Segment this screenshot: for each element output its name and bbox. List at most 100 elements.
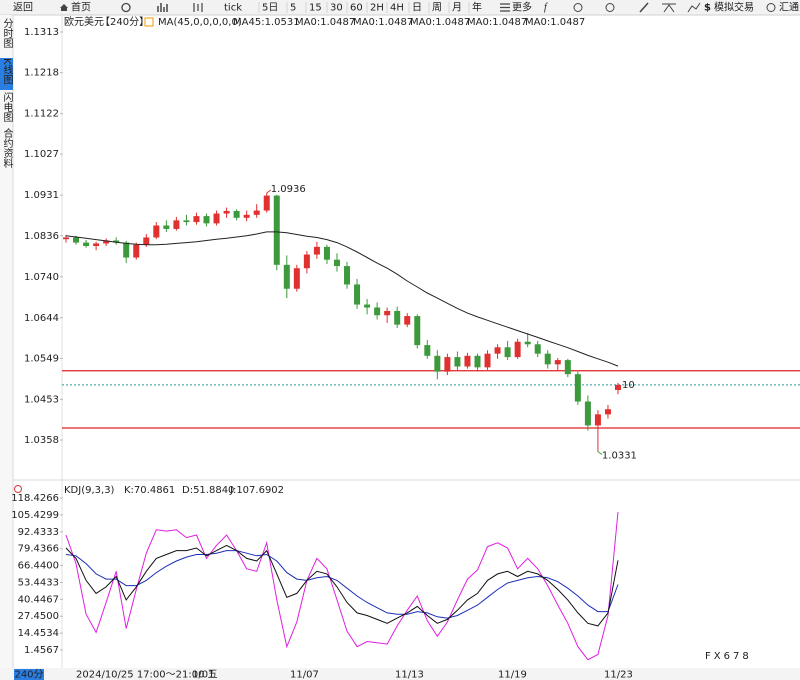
candle-body <box>454 357 461 367</box>
candle-body <box>514 341 521 358</box>
kdj-k-line <box>65 544 619 627</box>
candle-body <box>193 216 200 223</box>
symbol-name: 欧元美元 <box>64 15 104 28</box>
candle-body <box>333 259 340 267</box>
x-tick-label: 11/23 <box>604 670 633 680</box>
y-tick-label: 1.4567 <box>24 645 59 656</box>
shape-icon[interactable] <box>662 3 676 13</box>
candle-body <box>494 347 501 354</box>
zoom-out-icon[interactable] <box>573 3 583 12</box>
toolbar <box>0 0 800 15</box>
dollar-icon: $ <box>704 3 711 14</box>
candle-body <box>223 210 230 214</box>
candle-body <box>524 341 531 345</box>
candle-body <box>73 237 80 243</box>
kdj-k-value: K:70.4861 <box>124 485 175 496</box>
period-button[interactable]: 5日 <box>262 3 278 14</box>
more-button[interactable]: 更多 <box>512 1 532 14</box>
x-tick-label: 11/13 <box>395 670 424 680</box>
candle-body <box>243 214 250 218</box>
ma45-value: MA45:1.0531 <box>233 17 300 28</box>
candle-body <box>113 240 120 243</box>
y-tick-label: 118.4266 <box>11 493 59 504</box>
candle-body <box>233 210 240 218</box>
y-tick-label: 1.0644 <box>24 313 59 324</box>
period-button[interactable]: 5 <box>290 3 296 14</box>
y-tick-label: 1.0931 <box>24 190 59 201</box>
draw-icon[interactable] <box>639 2 649 13</box>
sidebar-tab[interactable]: 闪电图 <box>1 91 13 123</box>
candle-body <box>424 345 431 356</box>
y-tick-label: 1.1218 <box>24 68 59 79</box>
bottom-bar <box>0 668 800 680</box>
period-button[interactable]: 2H <box>370 3 384 14</box>
period-label: 【240分】 <box>100 16 149 28</box>
period-button[interactable]: 年 <box>472 1 482 14</box>
candle-body <box>313 246 320 255</box>
y-tick-label: 1.1313 <box>24 27 59 38</box>
candle-body <box>374 307 381 316</box>
refresh-icon[interactable] <box>121 2 131 13</box>
candle-body <box>354 284 361 305</box>
candle-body <box>203 216 210 224</box>
back-button[interactable]: 返回 <box>13 2 33 14</box>
candle-body <box>554 360 561 365</box>
zoom-in-icon[interactable] <box>605 3 615 12</box>
candle-body <box>564 360 571 375</box>
home-icon <box>60 4 68 11</box>
x-tick-label: 11/19 <box>498 670 527 680</box>
period-button[interactable]: 周 <box>432 2 442 14</box>
candle-body <box>283 264 290 289</box>
demo-trade-button[interactable]: 模拟交易 <box>714 1 754 14</box>
candle-body <box>323 246 330 260</box>
candle-body <box>103 240 110 244</box>
low-label: 1.0331 <box>602 451 637 462</box>
period-button[interactable]: 月 <box>452 2 462 14</box>
trend-icon[interactable] <box>687 2 701 13</box>
function-icon[interactable]: f <box>544 2 548 13</box>
candle-icon[interactable] <box>193 3 203 12</box>
tick-button[interactable]: tick <box>224 3 242 14</box>
y-tick-label: 1.0836 <box>24 231 59 242</box>
huitong-button[interactable]: 汇通 <box>779 1 799 14</box>
low-pointer <box>597 451 603 455</box>
period-button[interactable]: 30 <box>330 3 343 14</box>
candle-body <box>484 353 491 368</box>
y-tick-label: 92.4333 <box>18 527 59 538</box>
period-button[interactable]: 4H <box>390 3 404 14</box>
y-tick-label: 79.4366 <box>18 544 59 555</box>
x-tick-label: 11/07 <box>290 670 319 680</box>
setting-icon[interactable] <box>14 485 22 493</box>
setting-icon[interactable] <box>144 17 154 27</box>
y-tick-label: 14.4534 <box>18 628 59 639</box>
sidebar-tab[interactable]: 合约资料 <box>1 127 13 169</box>
period-button[interactable]: 60 <box>350 3 363 14</box>
huitong-icon <box>766 3 776 12</box>
sidebar-tab[interactable]: 分时图 <box>1 18 13 49</box>
sidebar <box>0 15 13 668</box>
y-tick-label: 1.0740 <box>24 272 59 283</box>
watermark: FX678 <box>705 651 752 662</box>
home-button[interactable]: 首页 <box>71 1 91 14</box>
period-button[interactable]: 15 <box>309 3 322 14</box>
period-button[interactable]: 日 <box>412 3 422 14</box>
candle-body <box>414 316 421 346</box>
candle-body <box>504 347 511 358</box>
price-marker: 10 <box>622 380 635 391</box>
candle-body <box>93 243 100 247</box>
candle-body <box>63 237 69 240</box>
candle-body <box>384 310 391 316</box>
candle-body <box>303 254 310 269</box>
y-tick-label: 1.0453 <box>24 394 59 405</box>
ma45-line <box>65 231 619 367</box>
indicator-icon[interactable] <box>157 3 168 12</box>
candle-body <box>143 237 150 245</box>
y-tick-label: 53.4433 <box>18 577 59 588</box>
candle-body <box>544 353 551 365</box>
toolbar-items: 返回 首页 tick 更多 f $ 模拟交易 汇通 <box>13 1 799 14</box>
sidebar-tab[interactable]: K线图 <box>1 58 13 85</box>
y-tick-label: 1.1027 <box>24 149 59 160</box>
candle-body <box>263 195 270 211</box>
candle-body <box>604 409 611 415</box>
